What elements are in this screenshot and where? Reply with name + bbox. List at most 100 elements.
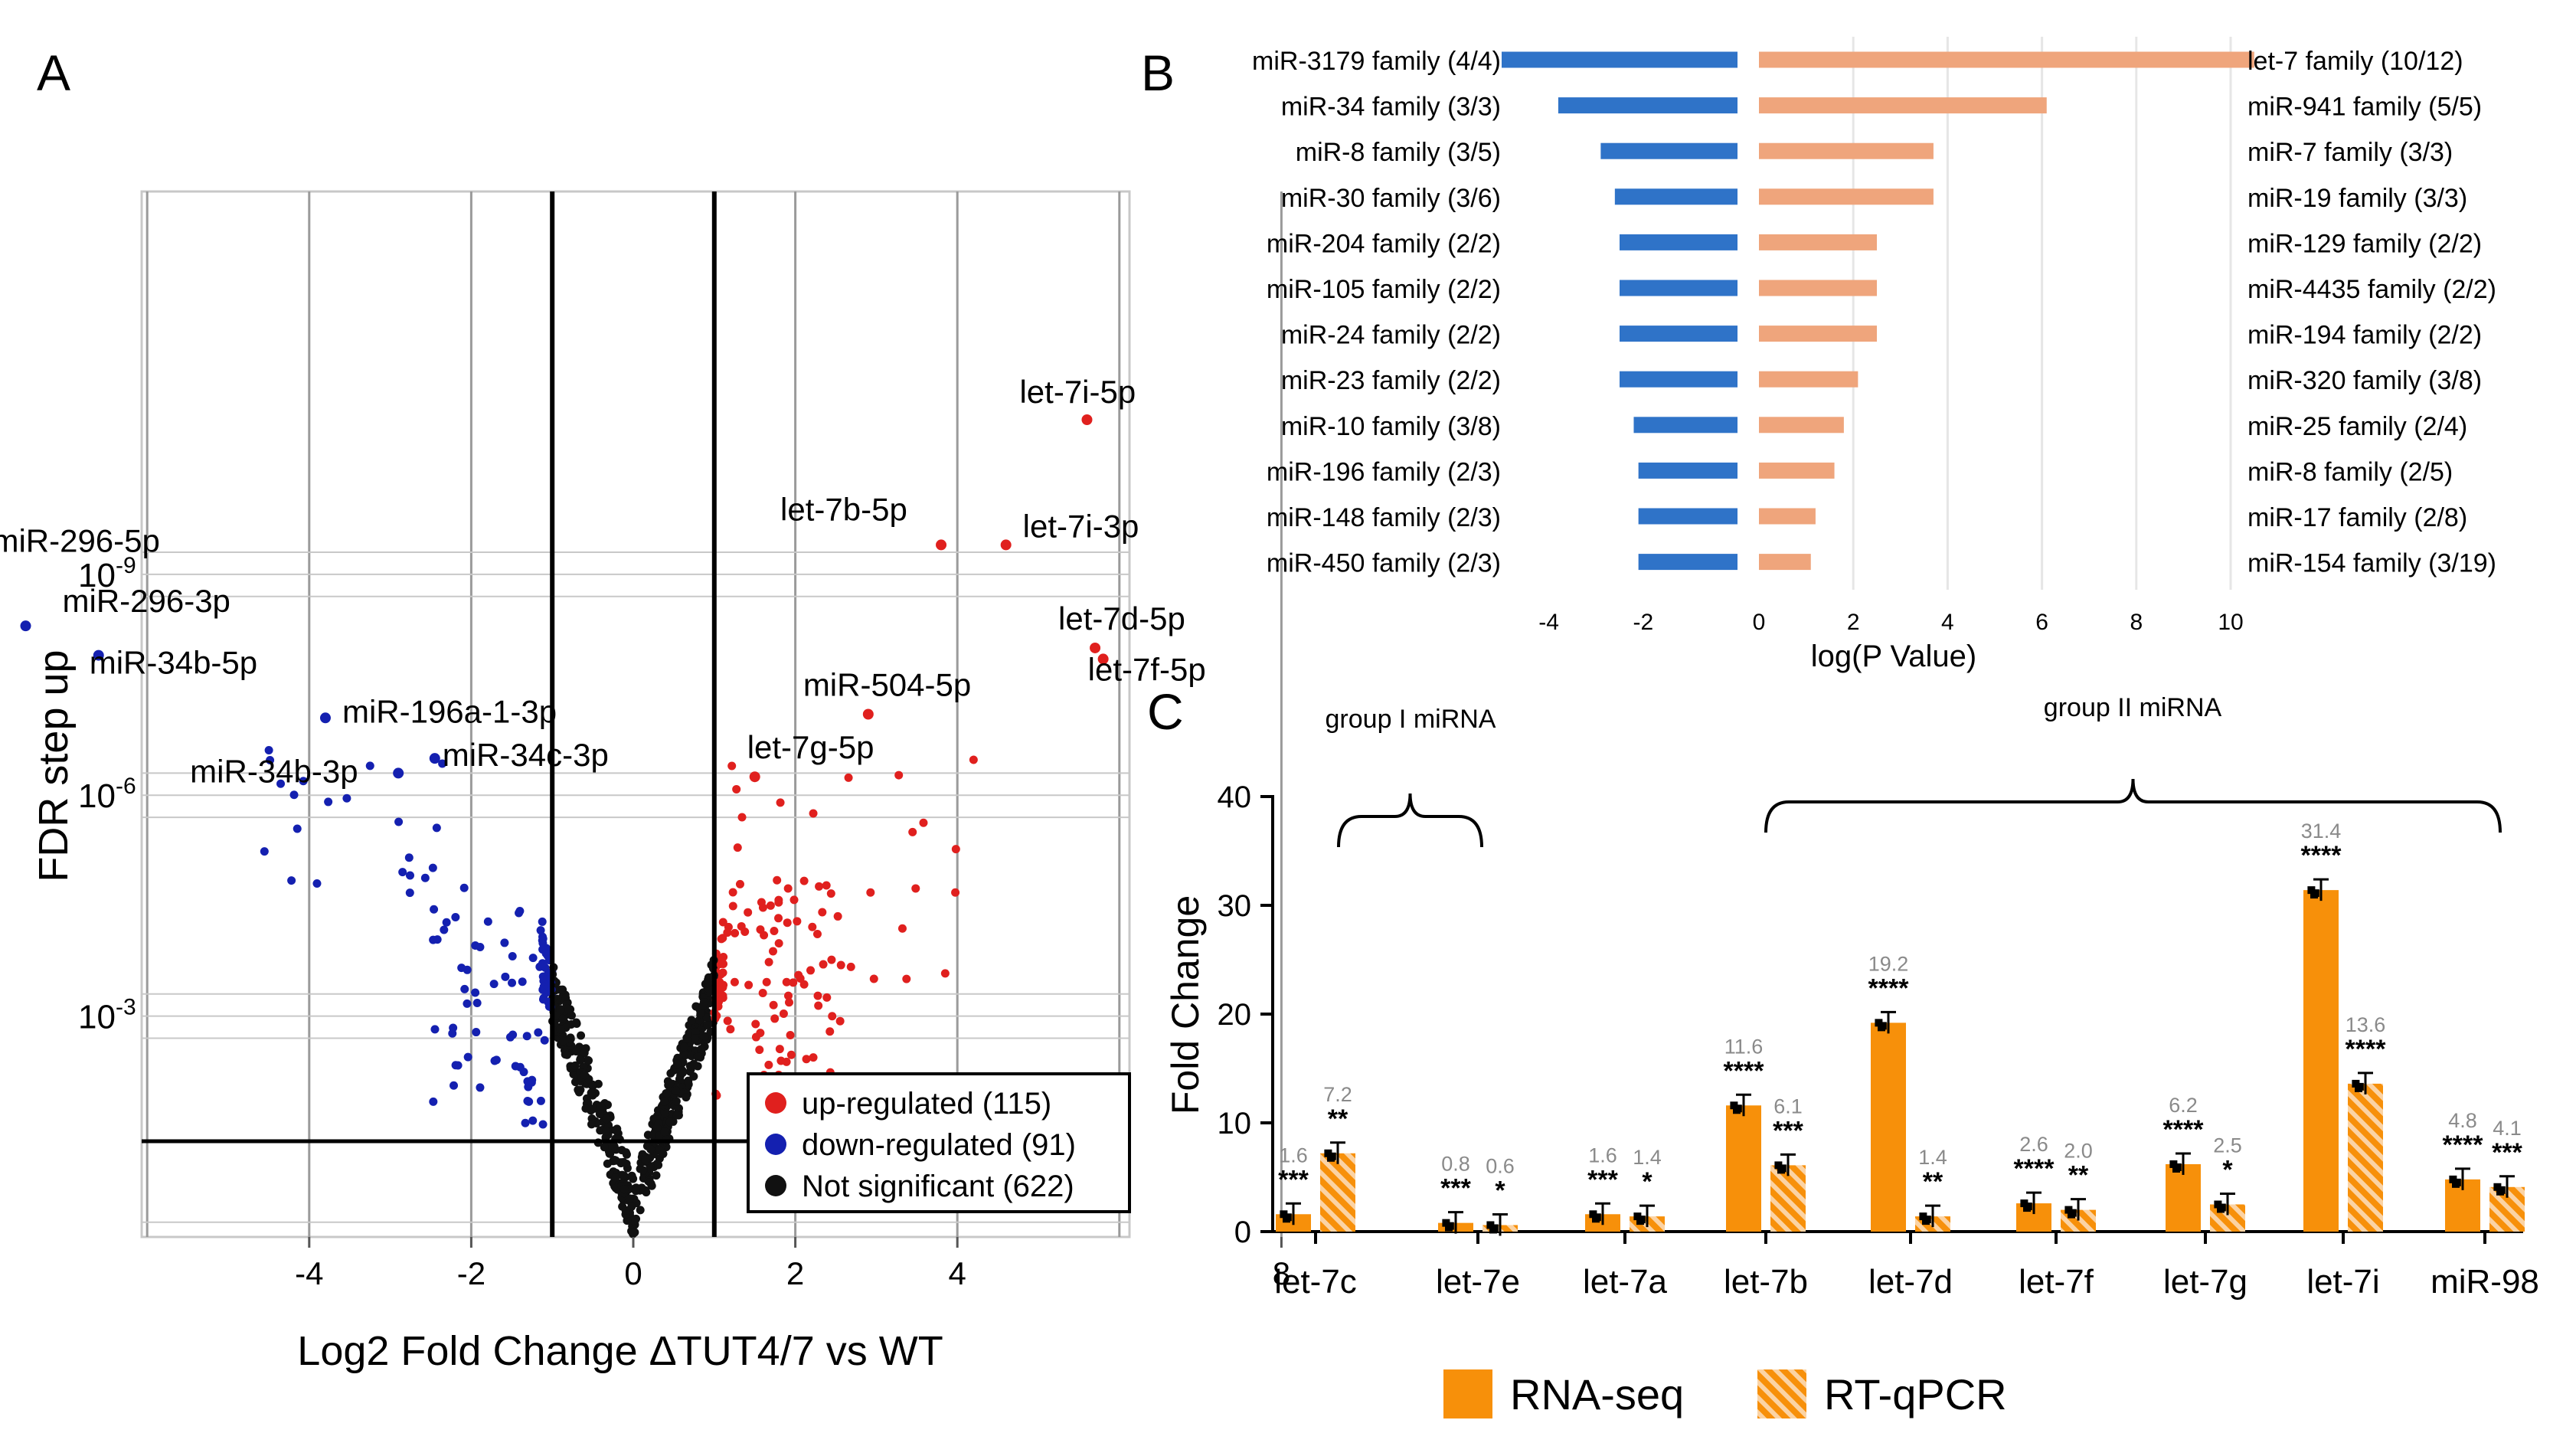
volcano-point [665, 1079, 675, 1088]
volcano-point [595, 1109, 604, 1118]
volcano-point [602, 1114, 611, 1124]
volcano-x-tick-label: 0 [624, 1255, 642, 1291]
volcano-point [490, 1056, 499, 1065]
enrichment-left-label: miR-24 family (2/2) [1281, 321, 1501, 350]
volcano-legend-swatch [765, 1092, 786, 1114]
volcano-point [636, 1206, 645, 1215]
enrichment-bar-positive [1759, 97, 2047, 114]
volcano-point [587, 1120, 597, 1129]
volcano-point [365, 761, 374, 771]
value-label: 1.4 [1918, 1146, 1947, 1169]
volcano-y-tick-label: 10-6 [78, 774, 136, 815]
fold-change-y-tick-label: 40 [1218, 780, 1252, 814]
fold-change-x-tick-label: let-7f [2019, 1263, 2094, 1301]
volcano-point [266, 756, 275, 765]
enrichment-right-label: miR-17 family (2/8) [2247, 503, 2467, 532]
legend-label-rna-seq: RNA-seq [1510, 1370, 1684, 1418]
enrichment-bar-negative [1638, 554, 1737, 571]
fold-change-y-axis-label: Fold Change [1164, 895, 1207, 1114]
significance-stars: **** [2163, 1115, 2205, 1144]
value-label: 6.1 [1773, 1095, 1803, 1117]
volcano-point [429, 935, 438, 944]
fold-change-x-tick-label: let-7e [1436, 1263, 1520, 1301]
volcano-point [293, 824, 302, 833]
volcano-x-tick-label: 8 [1273, 1255, 1290, 1291]
volcano-point [287, 876, 296, 885]
volcano-point-label: miR-296-5p [0, 523, 160, 559]
volcano-point [459, 883, 469, 892]
replicate-point [1442, 1219, 1450, 1227]
volcano-point [559, 1036, 568, 1045]
volcano-point [700, 1032, 709, 1041]
volcano-point-label: let-7f-5p [1088, 651, 1206, 687]
enrichment-left-label: miR-23 family (2/2) [1281, 366, 1501, 395]
enrichment-bar-negative [1638, 462, 1737, 479]
volcano-point [774, 895, 783, 905]
volcano-point [500, 938, 509, 947]
enrichment-bar-chart: miR-3179 family (4/4) miR-34 family (3/3)… [1252, 37, 2496, 673]
volcano-point [751, 1032, 760, 1042]
volcano-point [457, 964, 466, 973]
volcano-legend-box [747, 1072, 1131, 1213]
volcano-point [570, 1078, 580, 1087]
volcano-point [641, 1154, 650, 1163]
enrichment-left-label: miR-450 family (2/3) [1267, 549, 1501, 578]
volcano-highlight-point [936, 539, 947, 551]
volcano-point [776, 798, 785, 807]
enrichment-bar-positive [1759, 142, 1934, 159]
significance-stars: *** [1278, 1165, 1309, 1194]
volcano-point [558, 1014, 567, 1023]
group-ii-brace [1764, 778, 2502, 833]
volcano-point [696, 1009, 705, 1018]
volcano-point [610, 1156, 619, 1165]
value-label: 1.6 [1588, 1144, 1617, 1167]
volcano-point [626, 1194, 635, 1203]
volcano-point [540, 1036, 549, 1045]
replicate-point [2068, 1209, 2077, 1217]
volcano-point [597, 1101, 606, 1111]
fold-change-x-tick-label: miR-98 [2431, 1263, 2539, 1301]
volcano-point [758, 989, 767, 998]
volcano-point [566, 1035, 575, 1044]
volcano-point [672, 1097, 681, 1106]
significance-stars: **** [2346, 1035, 2387, 1064]
legend-swatch-rt-qpcr [1757, 1369, 1806, 1418]
replicate-point [1878, 1022, 1887, 1030]
rna-seq-bar [2303, 890, 2339, 1232]
volcano-point [940, 969, 950, 978]
volcano-point [768, 947, 777, 956]
volcano-point [342, 793, 351, 803]
volcano-point [723, 1016, 732, 1026]
enrichment-x-tick-label: 2 [1847, 610, 1860, 635]
volcano-point [776, 1056, 786, 1065]
volcano-point [689, 1072, 698, 1081]
volcano-point [660, 1097, 669, 1106]
volcano-point [515, 906, 525, 915]
volcano-point [451, 912, 460, 921]
value-label: 0.6 [1486, 1154, 1515, 1177]
volcano-point [432, 823, 441, 833]
replicate-point [2214, 1200, 2222, 1209]
volcano-highlight-point [393, 767, 404, 779]
volcano-point [394, 817, 404, 826]
enrichment-bar-positive [1759, 51, 2254, 68]
volcano-point [755, 1045, 764, 1055]
enrichment-left-label: miR-8 family (3/5) [1296, 138, 1501, 167]
volcano-highlight-point [429, 753, 440, 764]
volcano-x-axis-label: Log2 Fold Change ΔTUT4/7 vs WT [297, 1328, 943, 1374]
volcano-point [815, 882, 824, 891]
volcano-x-tick-label: 2 [786, 1255, 804, 1291]
fold-change-x-tick-label: let-7g [2163, 1263, 2247, 1301]
volcano-point-label: miR-296-3p [63, 583, 230, 619]
enrichment-right-label: miR-8 family (2/5) [2247, 457, 2453, 486]
volcano-point [561, 993, 570, 1003]
volcano-point-label: let-7g-5p [747, 729, 874, 765]
significance-stars: ** [1923, 1167, 1943, 1196]
volcano-legend: up-regulated (115) down-regulated (91) Not… [747, 1072, 1131, 1213]
fold-change-x-tick-label: let-7d [1868, 1263, 1953, 1301]
significance-stars: *** [1587, 1165, 1618, 1194]
volcano-x-tick-label: -4 [295, 1255, 323, 1291]
volcano-point [518, 977, 527, 987]
